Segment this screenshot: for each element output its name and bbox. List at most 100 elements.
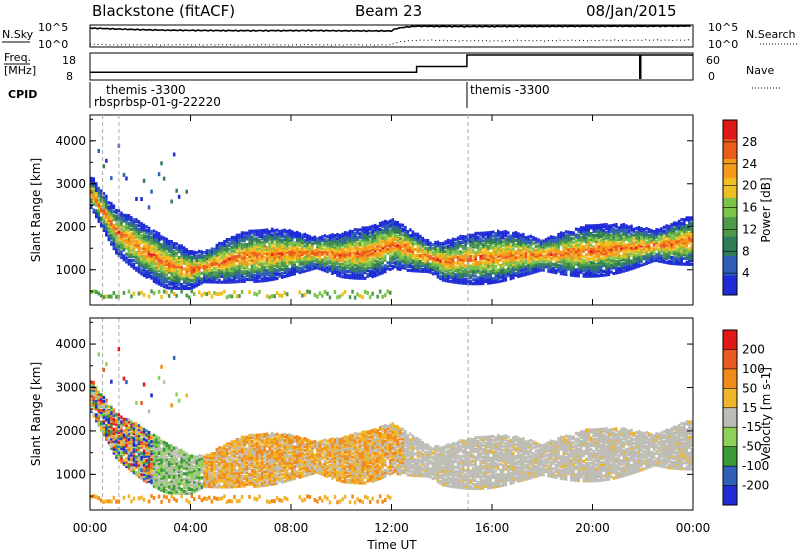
power-cell bbox=[376, 225, 379, 228]
power-cell bbox=[339, 295, 342, 299]
power-cell bbox=[216, 267, 219, 270]
nsearch-label: N.Search bbox=[746, 28, 796, 41]
power-cell bbox=[276, 229, 279, 232]
power-cell bbox=[381, 221, 384, 224]
power-cell bbox=[532, 242, 535, 245]
power-cell bbox=[321, 251, 324, 254]
power-cell bbox=[98, 198, 101, 201]
power-cell bbox=[263, 266, 266, 269]
power-cell bbox=[228, 294, 231, 298]
power-cell bbox=[630, 260, 633, 263]
power-cell bbox=[610, 271, 613, 274]
power-cell bbox=[487, 258, 490, 261]
power-cell bbox=[560, 264, 563, 267]
power-cell bbox=[324, 238, 327, 241]
power-cell bbox=[655, 240, 658, 243]
power-cell bbox=[218, 269, 221, 272]
power-cell bbox=[130, 294, 133, 298]
power-cell bbox=[552, 267, 555, 270]
power-cell bbox=[575, 268, 578, 271]
power-cell bbox=[271, 245, 274, 248]
power-cell bbox=[593, 224, 596, 227]
power-cell bbox=[175, 242, 178, 245]
power-cell bbox=[387, 221, 390, 224]
power-cell bbox=[389, 254, 392, 257]
power-cell bbox=[424, 258, 427, 261]
power-cell bbox=[173, 262, 176, 265]
power-cell bbox=[515, 239, 518, 242]
power-cell bbox=[170, 240, 173, 243]
power-cell bbox=[341, 248, 344, 251]
power-cell bbox=[175, 258, 178, 261]
power-cell bbox=[474, 278, 477, 281]
power-cell bbox=[653, 230, 656, 233]
power-cell bbox=[482, 232, 485, 235]
power-cell bbox=[472, 259, 475, 262]
power-cell bbox=[613, 272, 616, 275]
nave-tick-high: 60 bbox=[706, 54, 720, 67]
power-cell bbox=[575, 228, 578, 231]
power-cell bbox=[545, 238, 548, 241]
power-cell bbox=[238, 259, 241, 262]
power-cell bbox=[191, 250, 194, 253]
power-cell bbox=[505, 269, 508, 272]
power-cell bbox=[155, 270, 158, 273]
power-cell bbox=[387, 248, 390, 251]
power-cell bbox=[228, 242, 231, 245]
power-cell bbox=[150, 190, 153, 194]
power-cell bbox=[286, 292, 289, 296]
power-cell bbox=[150, 236, 153, 239]
power-cell bbox=[598, 245, 601, 248]
power-cell bbox=[299, 232, 302, 235]
power-cell bbox=[583, 273, 586, 276]
power-cell bbox=[145, 254, 148, 257]
power-cell bbox=[206, 249, 209, 252]
power-cell bbox=[268, 230, 271, 233]
power-cell bbox=[203, 265, 206, 268]
power-cell bbox=[540, 240, 543, 243]
power-cell bbox=[477, 276, 480, 279]
power-cell bbox=[168, 240, 171, 243]
power-cell bbox=[537, 244, 540, 247]
power-cell bbox=[640, 227, 643, 230]
power-cell bbox=[409, 228, 412, 231]
power-cell bbox=[198, 263, 201, 266]
power-cell bbox=[266, 228, 269, 231]
power-cell bbox=[552, 263, 555, 266]
power-cell bbox=[419, 260, 422, 263]
power-cell bbox=[193, 292, 196, 296]
power-cell bbox=[168, 253, 171, 256]
power-cell bbox=[286, 230, 289, 233]
power-cell bbox=[464, 235, 467, 238]
power-cell bbox=[281, 268, 284, 271]
power-cell bbox=[417, 254, 420, 257]
power-cell bbox=[562, 232, 565, 235]
power-cell bbox=[510, 244, 513, 247]
power-cell bbox=[479, 232, 482, 235]
power-cell bbox=[113, 204, 116, 207]
power-cell bbox=[412, 230, 415, 233]
power-cell bbox=[105, 294, 108, 298]
power-cell bbox=[618, 267, 621, 270]
power-cell bbox=[143, 293, 146, 297]
power-cell bbox=[673, 221, 676, 224]
power-cell bbox=[500, 258, 503, 261]
power-cell bbox=[196, 255, 199, 258]
power-cell bbox=[236, 255, 239, 258]
power-cell bbox=[354, 296, 357, 300]
power-cell bbox=[266, 269, 269, 272]
power-cell bbox=[618, 250, 621, 253]
power-cell bbox=[356, 236, 359, 239]
power-cell bbox=[153, 266, 156, 269]
power-cell bbox=[266, 257, 269, 260]
power-cell bbox=[490, 252, 493, 255]
power-cell bbox=[492, 234, 495, 237]
power-cell bbox=[110, 241, 113, 244]
power-cell bbox=[487, 270, 490, 273]
power-cell bbox=[238, 294, 241, 298]
power-cell bbox=[123, 173, 126, 177]
power-cell bbox=[364, 226, 367, 229]
power-cell bbox=[369, 235, 372, 238]
power-cell bbox=[110, 176, 113, 180]
power-cell bbox=[376, 295, 379, 299]
